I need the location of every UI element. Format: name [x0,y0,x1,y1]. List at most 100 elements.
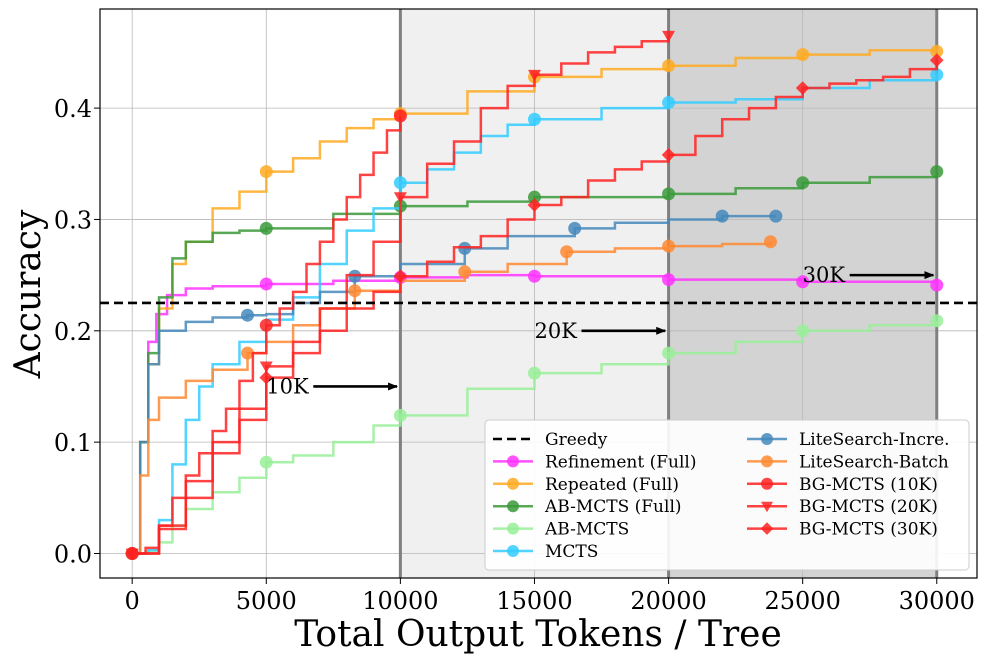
data-marker [507,522,519,535]
x-tick-label: 10000 [362,587,438,615]
data-marker [393,192,407,204]
legend-entry: BG-MCTS (30K) [747,520,938,540]
data-marker [259,455,273,469]
data-marker [761,455,773,468]
data-marker [761,433,773,445]
legend-entry: AB-MCTS [493,520,629,540]
data-marker [662,346,676,360]
data-marker [348,284,362,298]
data-marker [763,235,777,249]
y-tick-label: 0.3 [54,206,92,234]
data-marker [527,112,541,126]
data-marker [560,245,574,259]
legend-entry: AB-MCTS (Full) [493,497,682,517]
x-tick-label: 15000 [496,587,572,615]
data-marker [393,176,407,190]
series-layer [125,30,944,561]
data-marker [393,269,408,284]
data-marker [662,187,676,201]
legend-entry: Refinement (Full) [493,452,696,472]
annotation-20k: 20K [534,319,667,343]
legend-box [484,419,970,571]
annotation-text: 10K [266,374,309,398]
legend-entry: LiteSearch-Batch [747,452,949,472]
y-tick-label: 0.4 [54,95,92,123]
legend-label: Refinement (Full) [545,452,696,472]
data-marker [393,109,407,123]
data-marker [125,546,140,561]
x-axis-label: Total Output Tokens / Tree [294,614,782,655]
data-marker [796,275,810,289]
data-marker [259,361,273,373]
data-marker [507,545,519,557]
annotation-10k: 10K [266,374,399,398]
annotation-text: 20K [534,319,577,343]
legend-entry: Repeated (Full) [493,475,679,495]
data-marker [241,346,255,360]
data-marker [761,501,773,513]
legend-entry: Greedy [493,430,608,450]
legend-entry: BG-MCTS (20K) [747,497,938,517]
data-marker [259,277,273,291]
legend-label: MCTS [545,542,598,562]
legend-label: AB-MCTS [544,520,629,540]
x-tick-label: 20000 [630,587,706,615]
data-marker [769,209,783,223]
y-tick-label: 0.1 [54,429,92,457]
series-line [132,214,776,555]
data-marker [715,209,729,223]
data-marker [527,198,542,212]
x-tick-label: 5000 [236,587,297,615]
series-line [132,48,939,555]
legend-label: BG-MCTS (10K) [799,475,938,495]
data-marker [241,308,255,322]
data-marker [259,165,273,179]
legend-label: BG-MCTS (20K) [799,497,938,517]
legend-entry: BG-MCTS (10K) [747,475,938,495]
series-bg-mcts-30k [125,53,944,561]
legend-label: AB-MCTS (Full) [544,497,682,517]
data-marker [929,53,944,68]
data-marker [527,269,541,283]
y-tick-label: 0.0 [54,541,92,569]
annotation-text: 30K [803,263,846,287]
data-marker [259,318,273,332]
y-axis-ticks: 0.0 0.1 0.2 0.3 0.4 [54,95,100,569]
data-marker [259,370,274,385]
x-tick-label: 0 [125,587,140,615]
data-marker [930,278,944,292]
data-marker [662,96,676,110]
annotation-30k: 30K [803,263,935,287]
legend-label: BG-MCTS (30K) [799,520,938,540]
x-tick-label: 30000 [899,587,975,615]
legend-label: Greedy [545,430,608,450]
legend-label: LiteSearch-Incre. [799,430,950,450]
y-axis-label: Accuracy [8,209,49,379]
x-tick-label: 25000 [764,587,840,615]
data-marker [259,221,273,235]
data-marker [760,522,774,535]
data-marker [662,30,676,43]
data-marker [458,265,472,279]
data-marker [662,273,676,287]
data-marker [527,366,541,380]
data-marker [796,324,810,338]
data-marker [568,221,582,235]
data-marker [527,190,541,204]
legend-label: Repeated (Full) [545,475,679,495]
data-marker [527,69,541,82]
series-litesearch-incre [125,209,783,561]
x-axis-ticks: 0 5000 10000 15000 20000 25000 30000 [125,578,975,615]
data-marker [796,48,810,62]
data-marker [796,176,810,190]
data-marker [662,59,676,73]
annotations: 10K 20K 30K [266,263,935,398]
data-marker [507,477,519,490]
data-marker [661,148,676,162]
data-marker [930,68,944,82]
y-tick-label: 0.2 [54,318,92,346]
data-marker [795,81,810,95]
data-marker [930,44,944,58]
